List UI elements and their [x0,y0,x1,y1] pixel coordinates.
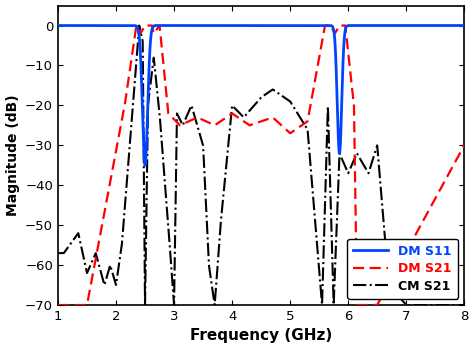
DM S21 [142,23,148,28]
CM S21 [55,251,61,255]
DM S11 [55,23,61,28]
DM S21 [296,126,301,130]
DM S21 [378,296,384,300]
X-axis label: Frequency (GHz): Frequency (GHz) [190,328,332,343]
DM S11 [378,23,384,28]
Legend: DM S11, DM S21, CM S21: DM S11, DM S21, CM S21 [347,238,458,299]
Line: DM S11: DM S11 [58,25,464,165]
DM S21 [356,303,362,307]
CM S21 [137,23,142,28]
DM S21 [461,143,467,147]
DM S11 [202,23,208,28]
CM S21 [403,303,409,307]
CM S21 [461,303,467,307]
DM S11 [242,23,248,28]
Line: DM S21: DM S21 [58,25,464,305]
DM S11 [142,163,148,168]
CM S21 [356,155,362,159]
DM S21 [75,303,81,307]
CM S21 [296,113,301,117]
Line: CM S21: CM S21 [58,25,464,305]
DM S11 [356,23,362,28]
Y-axis label: Magnitude (dB): Magnitude (dB) [6,95,19,216]
CM S21 [202,185,208,190]
DM S11 [296,23,301,28]
CM S21 [313,231,319,236]
DM S11 [461,23,467,28]
DM S21 [202,119,208,123]
DM S11 [313,23,319,28]
CM S21 [75,231,81,236]
DM S21 [313,72,319,76]
DM S21 [55,303,61,307]
DM S11 [75,23,81,28]
CM S21 [378,188,384,192]
